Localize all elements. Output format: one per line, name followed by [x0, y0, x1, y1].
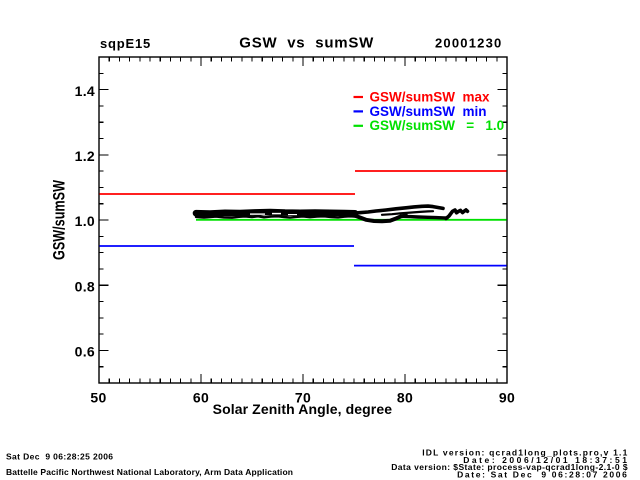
svg-text:GSW/sumSW: GSW/sumSW: [50, 179, 69, 260]
svg-text:GSW/sumSW min: GSW/sumSW min: [370, 104, 487, 119]
svg-text:GSW vs sumSW: GSW vs sumSW: [239, 35, 374, 52]
svg-text:IDL version: qcrad1long_plots.: IDL version: qcrad1long_plots.pro,v 1.1: [422, 448, 628, 458]
svg-text:50: 50: [90, 389, 106, 405]
svg-text:1.0: 1.0: [75, 213, 95, 229]
svg-text:0.6: 0.6: [75, 344, 95, 360]
svg-text:1.4: 1.4: [75, 83, 95, 99]
svg-text:GSW/sumSW = 1.0: GSW/sumSW = 1.0: [370, 118, 505, 133]
svg-text:80: 80: [397, 389, 413, 405]
svg-text:sqpE15: sqpE15: [100, 36, 151, 51]
svg-text:70: 70: [295, 389, 311, 405]
svg-text:Date: Sat Dec 9 06:28:07 2006: Date: Sat Dec 9 06:28:07 2006: [457, 470, 628, 480]
svg-text:Data version: $State: process-: Data version: $State: process-vap-qcrad1…: [391, 462, 628, 472]
svg-text:Sat Dec 9 06:28:25 2006: Sat Dec 9 06:28:25 2006: [6, 451, 113, 461]
svg-text:20001230: 20001230: [435, 36, 502, 51]
svg-text:GSW/sumSW max: GSW/sumSW max: [370, 89, 491, 104]
svg-text:Solar Zenith Angle, degree: Solar Zenith Angle, degree: [213, 401, 393, 417]
svg-text:Battelle Pacific Northwest Nat: Battelle Pacific Northwest National Labo…: [6, 467, 293, 477]
svg-text:0.8: 0.8: [75, 278, 95, 294]
svg-text:1.2: 1.2: [75, 148, 95, 164]
svg-text:90: 90: [499, 389, 515, 405]
svg-text:Date: 2006/12/01 18:37:51: Date: 2006/12/01 18:37:51: [463, 455, 629, 465]
svg-text:60: 60: [193, 389, 209, 405]
